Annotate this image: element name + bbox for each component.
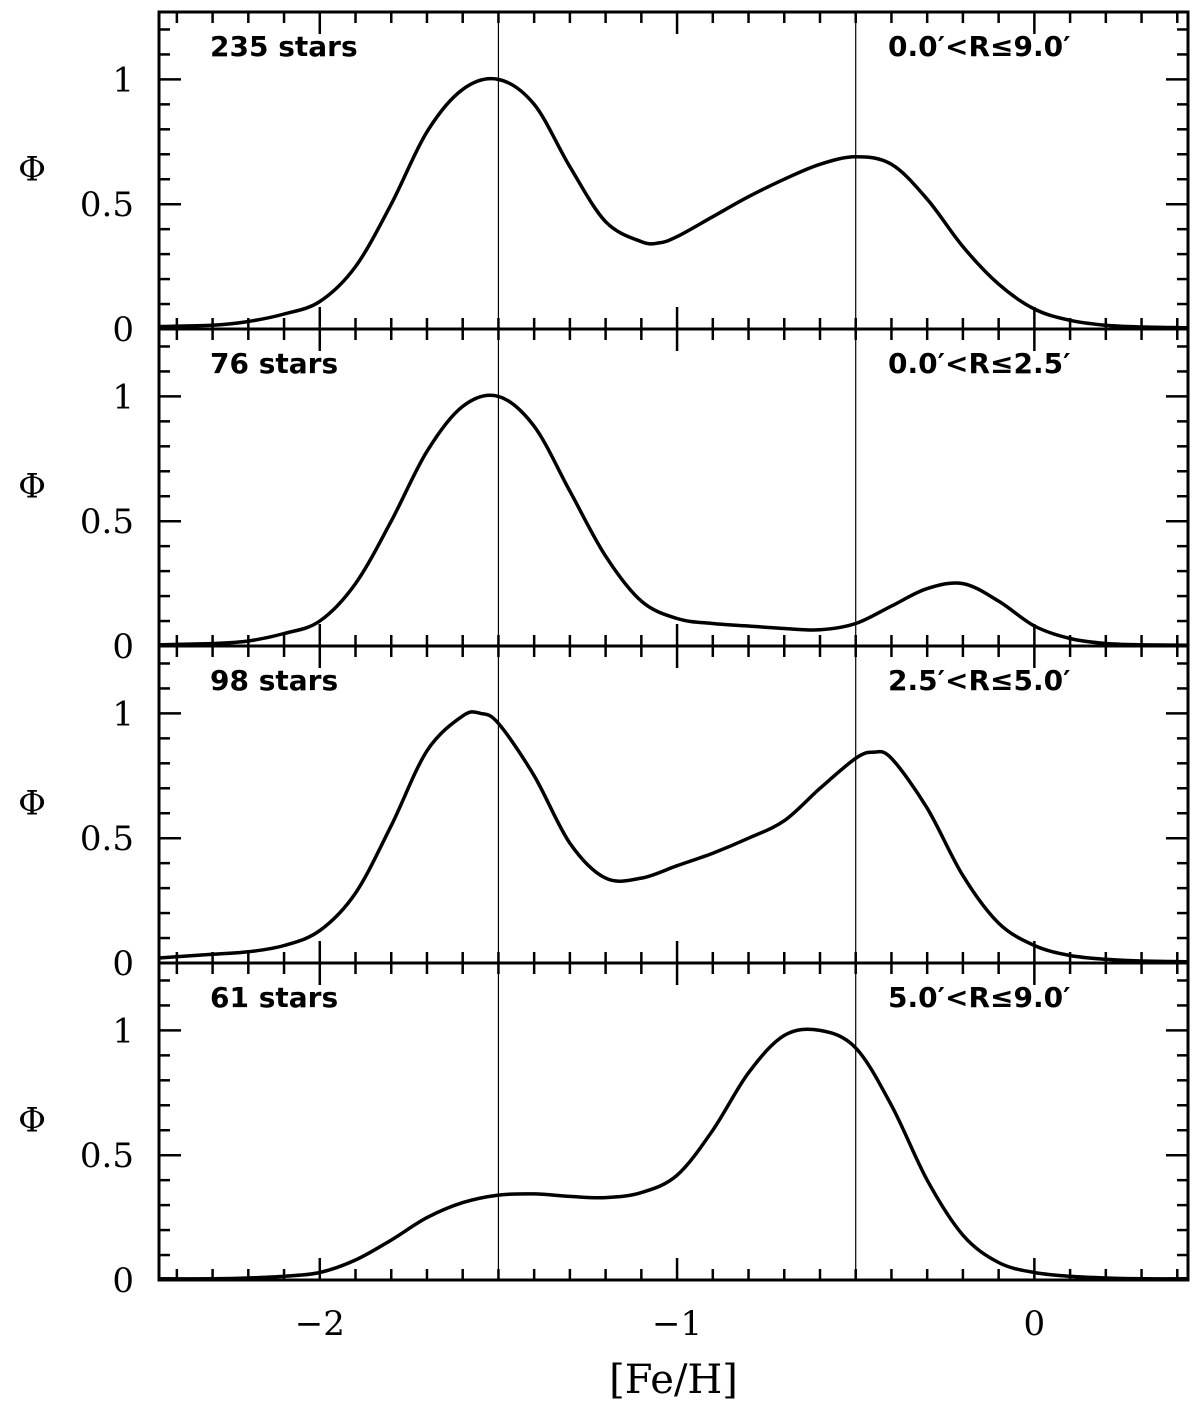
y-tick-label: 1 (112, 694, 134, 734)
y-tick-label: 1 (112, 60, 134, 100)
y-tick-label: 0.5 (80, 185, 134, 225)
star-count-label: 61 stars (210, 981, 338, 1014)
y-tick-label: 0 (112, 944, 134, 984)
mdf-curve (158, 710, 1189, 964)
y-tick-label: 0 (112, 1261, 134, 1301)
y-tick-label: 0.5 (80, 502, 134, 542)
panel-1: 0 0.5 1 Φ 235 stars 0.0′<R≤9.0′ (18, 10, 1190, 350)
x-tick-label: −1 (652, 1304, 702, 1344)
radius-range-label: 5.0′<R≤9.0′ (888, 981, 1070, 1014)
panel-2: 0 0.5 1 Φ 76 stars 0.0′<R≤2.5′ (18, 327, 1190, 667)
y-axis-label: Φ (18, 1101, 46, 1141)
star-count-label: 235 stars (210, 30, 358, 63)
mdf-curve (158, 76, 1189, 330)
x-tick-label: −2 (295, 1304, 345, 1344)
y-tick-label: 1 (112, 377, 134, 417)
y-axis-label: Φ (18, 467, 46, 507)
mdf-curve (158, 393, 1189, 648)
panel-frame (157, 961, 1190, 1282)
x-tick-label: 0 (1024, 1304, 1046, 1344)
x-axis: −2 −1 0 [Fe/H] (295, 1304, 1045, 1403)
y-axis-label: Φ (18, 150, 46, 190)
star-count-label: 98 stars (210, 664, 338, 697)
y-tick-label: 0 (112, 310, 134, 350)
y-tick-label: 0 (112, 627, 134, 667)
panel-3: 0 0.5 1 Φ 98 stars 2.5′<R≤5.0′ (18, 644, 1190, 984)
y-axis-label: Φ (18, 784, 46, 824)
radius-range-label: 2.5′<R≤5.0′ (888, 664, 1070, 697)
radius-range-label: 0.0′<R≤9.0′ (888, 30, 1070, 63)
chart-panels: 0 0.5 1 Φ 235 stars 0.0′<R≤9.0′ 0 0.5 1 Φ 76 stars… (18, 10, 1190, 1301)
radius-range-label: 0.0′<R≤2.5′ (888, 347, 1070, 380)
panel-4: 0 0.5 1 Φ 61 stars 5.0′<R≤9.0′ (18, 961, 1190, 1301)
mdf-curve (158, 1027, 1189, 1281)
x-axis-label: [Fe/H] (609, 1357, 738, 1403)
y-tick-label: 0.5 (80, 1136, 134, 1176)
star-count-label: 76 stars (210, 347, 338, 380)
y-tick-label: 1 (112, 1011, 134, 1051)
y-tick-label: 0.5 (80, 819, 134, 859)
